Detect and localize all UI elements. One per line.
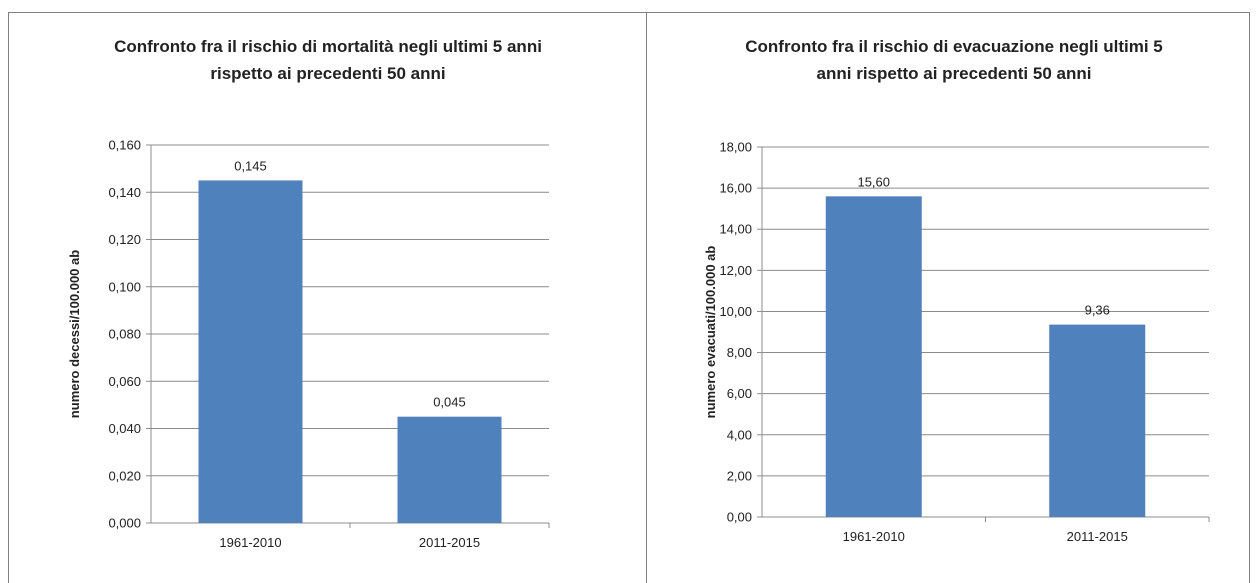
y-tick-label: 18,00 [719, 140, 752, 155]
y-tick-label: 0,160 [108, 138, 141, 153]
bar-evacuation-2011-2015 [1049, 324, 1146, 517]
y-tick-label: 4,00 [727, 427, 752, 442]
y-tick-label: 8,00 [727, 345, 752, 360]
bar-mortality-1961-2010 [198, 180, 303, 523]
y-tick-label: 0,000 [108, 516, 141, 531]
x-category-label: 1961-2010 [843, 529, 905, 544]
y-tick-label: 14,00 [719, 222, 752, 237]
x-category-label: 2011-2015 [419, 535, 480, 550]
bar-data-label: 0,045 [433, 395, 466, 410]
y-axis-label: numero decessi/100.000 ab [67, 250, 82, 418]
y-tick-label: 6,00 [727, 386, 752, 401]
chart-title-line: Confronto fra il rischio di mortalità ne… [114, 37, 542, 56]
y-tick-label: 0,140 [108, 185, 141, 200]
bar-data-label: 15,60 [857, 174, 890, 189]
chart-title-line: Confronto fra il rischio di evacuazione … [745, 37, 1163, 56]
chart-title-line: rispetto ai precedenti 50 anni [210, 64, 445, 83]
chart-panel-evacuation: Confronto fra il rischio di evacuazione … [646, 12, 1250, 583]
x-category-label: 1961-2010 [219, 535, 281, 550]
evacuation-risk-chart: Confronto fra il rischio di evacuazione … [703, 37, 1210, 544]
y-tick-label: 0,120 [108, 232, 141, 247]
bar-evacuation-1961-2010 [825, 196, 922, 518]
mortality-risk-chart: Confronto fra il rischio di mortalità ne… [67, 37, 550, 550]
bar-data-label: 0,145 [234, 158, 267, 173]
chart-panel-mortality: Confronto fra il rischio di mortalità ne… [8, 12, 648, 583]
y-axis-label: numero evacuati/100.000 ab [703, 246, 718, 419]
y-tick-label: 10,00 [719, 304, 752, 319]
y-tick-label: 2,00 [727, 468, 752, 483]
chart-title-line: anni rispetto ai precedenti 50 anni [817, 64, 1092, 83]
y-tick-label: 0,00 [727, 510, 752, 525]
y-tick-label: 0,100 [108, 279, 141, 294]
y-tick-label: 16,00 [719, 181, 752, 196]
x-category-label: 2011-2015 [1067, 529, 1128, 544]
y-tick-label: 12,00 [719, 263, 752, 278]
y-tick-label: 0,020 [108, 468, 141, 483]
y-tick-label: 0,060 [108, 374, 141, 389]
bar-mortality-2011-2015 [397, 416, 502, 523]
y-tick-label: 0,080 [108, 327, 141, 342]
bar-data-label: 9,36 [1085, 303, 1110, 318]
y-tick-label: 0,040 [108, 421, 141, 436]
